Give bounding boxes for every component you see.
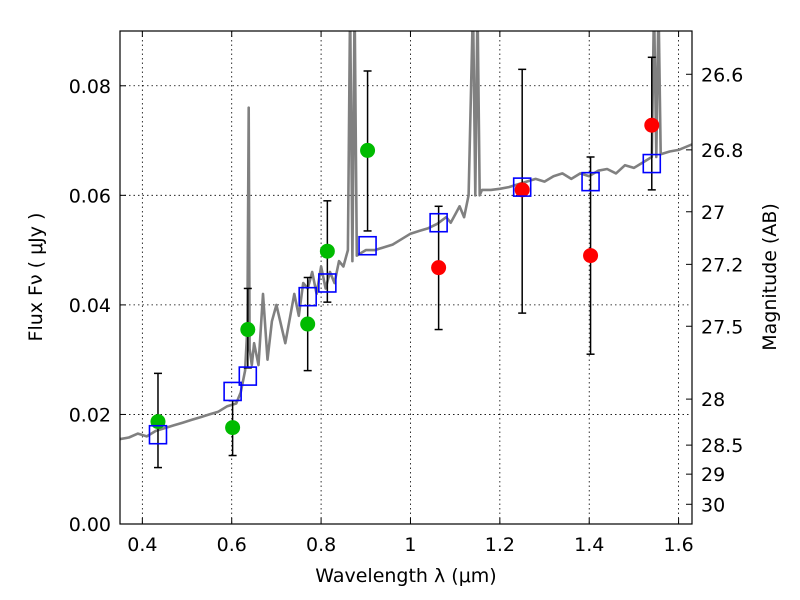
y-axis-label: Flux Fν ( μJy ): [25, 213, 47, 342]
data-point: [644, 117, 660, 133]
model-photometry-box: [148, 424, 168, 445]
right-tick-label: 28.5: [701, 435, 743, 457]
data-point: [225, 420, 241, 436]
model-photometry-box: [298, 286, 317, 307]
right-tick-label: 26.8: [701, 140, 743, 162]
model-photometry-box: [512, 177, 532, 197]
right-tick-label: 29: [701, 464, 725, 486]
model-photometry-box: [238, 366, 258, 386]
data-point: [150, 414, 166, 430]
right-tick-label: 30: [701, 494, 725, 516]
model-spectrum-line: [120, 31, 692, 441]
x-tick-label: 1.6: [663, 534, 693, 556]
model-photometry-box: [318, 273, 337, 293]
data-point: [583, 248, 599, 264]
right-tick-label: 26.6: [701, 64, 743, 86]
model-photometry-box: [358, 235, 377, 256]
data-point: [300, 316, 316, 332]
model-photometry-box: [429, 212, 448, 233]
y-tick-label: 0.08: [69, 76, 111, 98]
x-tick-label: 0.8: [306, 534, 336, 556]
y-tick-label: 0.02: [69, 404, 111, 426]
x-tick-label: 1.2: [485, 534, 515, 556]
y-tick-label: 0.00: [69, 514, 111, 536]
data-point: [514, 182, 530, 198]
plot-frame: [119, 30, 693, 525]
x-tick-label: 1.4: [574, 534, 604, 556]
x-axis-label: Wavelength λ (μm): [315, 565, 496, 587]
x-tick-label: 0.4: [127, 534, 157, 556]
y-axis-label-right: Magnitude (AB): [759, 203, 781, 351]
right-tick-label: 27.2: [701, 254, 743, 276]
model-photometry-box: [581, 171, 600, 192]
data-point: [319, 243, 335, 259]
right-tick-label: 28: [701, 389, 725, 411]
y-tick-label: 0.06: [69, 185, 111, 207]
right-tick-label: 27: [701, 202, 725, 224]
ticks: 0.4 0.6 0.8 1 1.2 1.4 1.6 0.00 0.02 0.04 0.06 0.08 2…: [69, 31, 743, 556]
model-photometry-box: [642, 153, 662, 174]
model-spectrum-layer: [120, 31, 692, 441]
model-photometry-box: [223, 381, 242, 402]
y-tick-label: 0.04: [69, 295, 111, 317]
markers: [148, 117, 662, 445]
data-point: [360, 142, 376, 158]
x-tick-label: 1: [404, 534, 416, 556]
x-tick-label: 0.6: [217, 534, 247, 556]
data-point: [431, 260, 447, 276]
data-point: [240, 322, 256, 338]
right-tick-label: 27.5: [701, 316, 743, 338]
